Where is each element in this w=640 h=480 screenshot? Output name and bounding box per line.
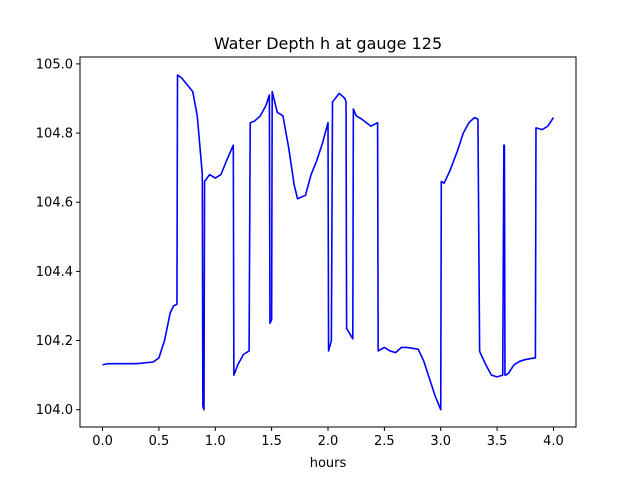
y-tick-label: 104.6 [36,196,73,211]
x-tick-label: 3.0 [430,434,451,449]
series-line [102,74,555,411]
x-tick-label: 1.0 [205,434,226,449]
x-tick-label: 0.5 [149,434,170,449]
y-axis: 104.0 104.2 104.4 104.6 104.8 105.0 [36,57,80,418]
chart-title: Water Depth h at gauge 125 [214,34,442,53]
y-tick-label: 104.8 [36,127,73,142]
x-tick-label: 2.0 [318,434,339,449]
series-layer [102,74,555,411]
x-axis: 0.0 0.5 1.0 1.5 2.0 2.5 3.0 3.5 4.0 [92,427,564,449]
y-tick-label: 104.2 [36,334,73,349]
x-axis-label: hours [310,456,347,471]
x-tick-label: 0.0 [92,434,113,449]
y-tick-label: 105.0 [36,57,73,72]
y-tick-label: 104.4 [36,265,73,280]
x-tick-label: 3.5 [487,434,508,449]
y-tick-label: 104.0 [36,403,73,418]
x-tick-label: 2.5 [374,434,395,449]
x-tick-label: 1.5 [261,434,282,449]
x-tick-label: 4.0 [543,434,564,449]
